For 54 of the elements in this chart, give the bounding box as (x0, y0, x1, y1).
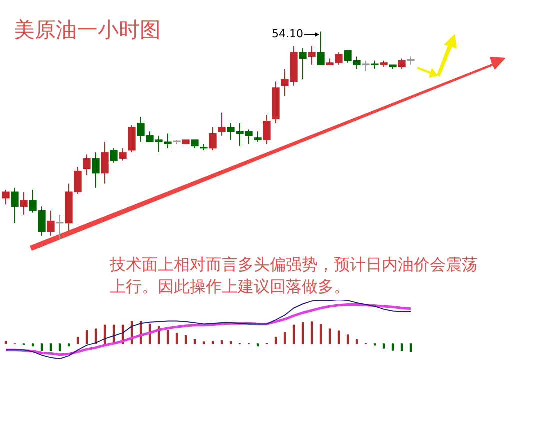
bar (284, 332, 286, 344)
bar (302, 322, 304, 344)
bar (166, 330, 170, 344)
bar (184, 336, 188, 344)
bar (410, 344, 412, 352)
candlestick (263, 114, 271, 145)
bar (86, 330, 88, 344)
bar (220, 340, 224, 344)
bar (40, 344, 44, 352)
annotation: 54.10 (272, 28, 304, 41)
bar (256, 344, 260, 347)
bar (230, 341, 232, 344)
candlestick (299, 48, 307, 80)
candlestick (11, 187, 19, 224)
bar (68, 344, 70, 347)
candlestick (128, 124, 136, 154)
bar (328, 328, 332, 344)
candlestick (92, 152, 100, 188)
bar (58, 344, 62, 352)
candlestick (101, 142, 109, 184)
candlestick (56, 214, 64, 240)
bar (4, 341, 8, 344)
bar (346, 334, 350, 344)
bar (400, 344, 404, 352)
candlestick (20, 192, 28, 216)
candlestick (119, 148, 127, 162)
candlestick (47, 210, 55, 236)
text: 技术面上相对而言多头偏强势，预计日内油价会震荡上行。因此操作上建议回落做多。 (110, 254, 479, 298)
bar (50, 344, 52, 352)
bar (310, 322, 314, 344)
candlestick (83, 154, 91, 176)
bar (202, 342, 206, 344)
candlestick (110, 148, 118, 164)
bar (356, 339, 358, 344)
candlestick (254, 131, 262, 143)
bar (32, 344, 34, 347)
bar (194, 339, 196, 344)
chart-title: 美原油一小时图 (14, 17, 161, 44)
candlestick (2, 190, 10, 206)
bar (338, 330, 340, 344)
candlestick (317, 31, 325, 66)
candlestick (362, 60, 370, 72)
bar (176, 333, 178, 344)
candlestick (209, 127, 217, 151)
bar (382, 344, 386, 349)
bar (76, 337, 80, 344)
bar (292, 324, 296, 344)
bar (274, 337, 278, 344)
candlestick (308, 46, 316, 66)
candlestick (398, 58, 406, 70)
bar (320, 324, 322, 344)
candlestick (218, 112, 226, 136)
bar (392, 344, 394, 351)
bar (212, 341, 214, 344)
